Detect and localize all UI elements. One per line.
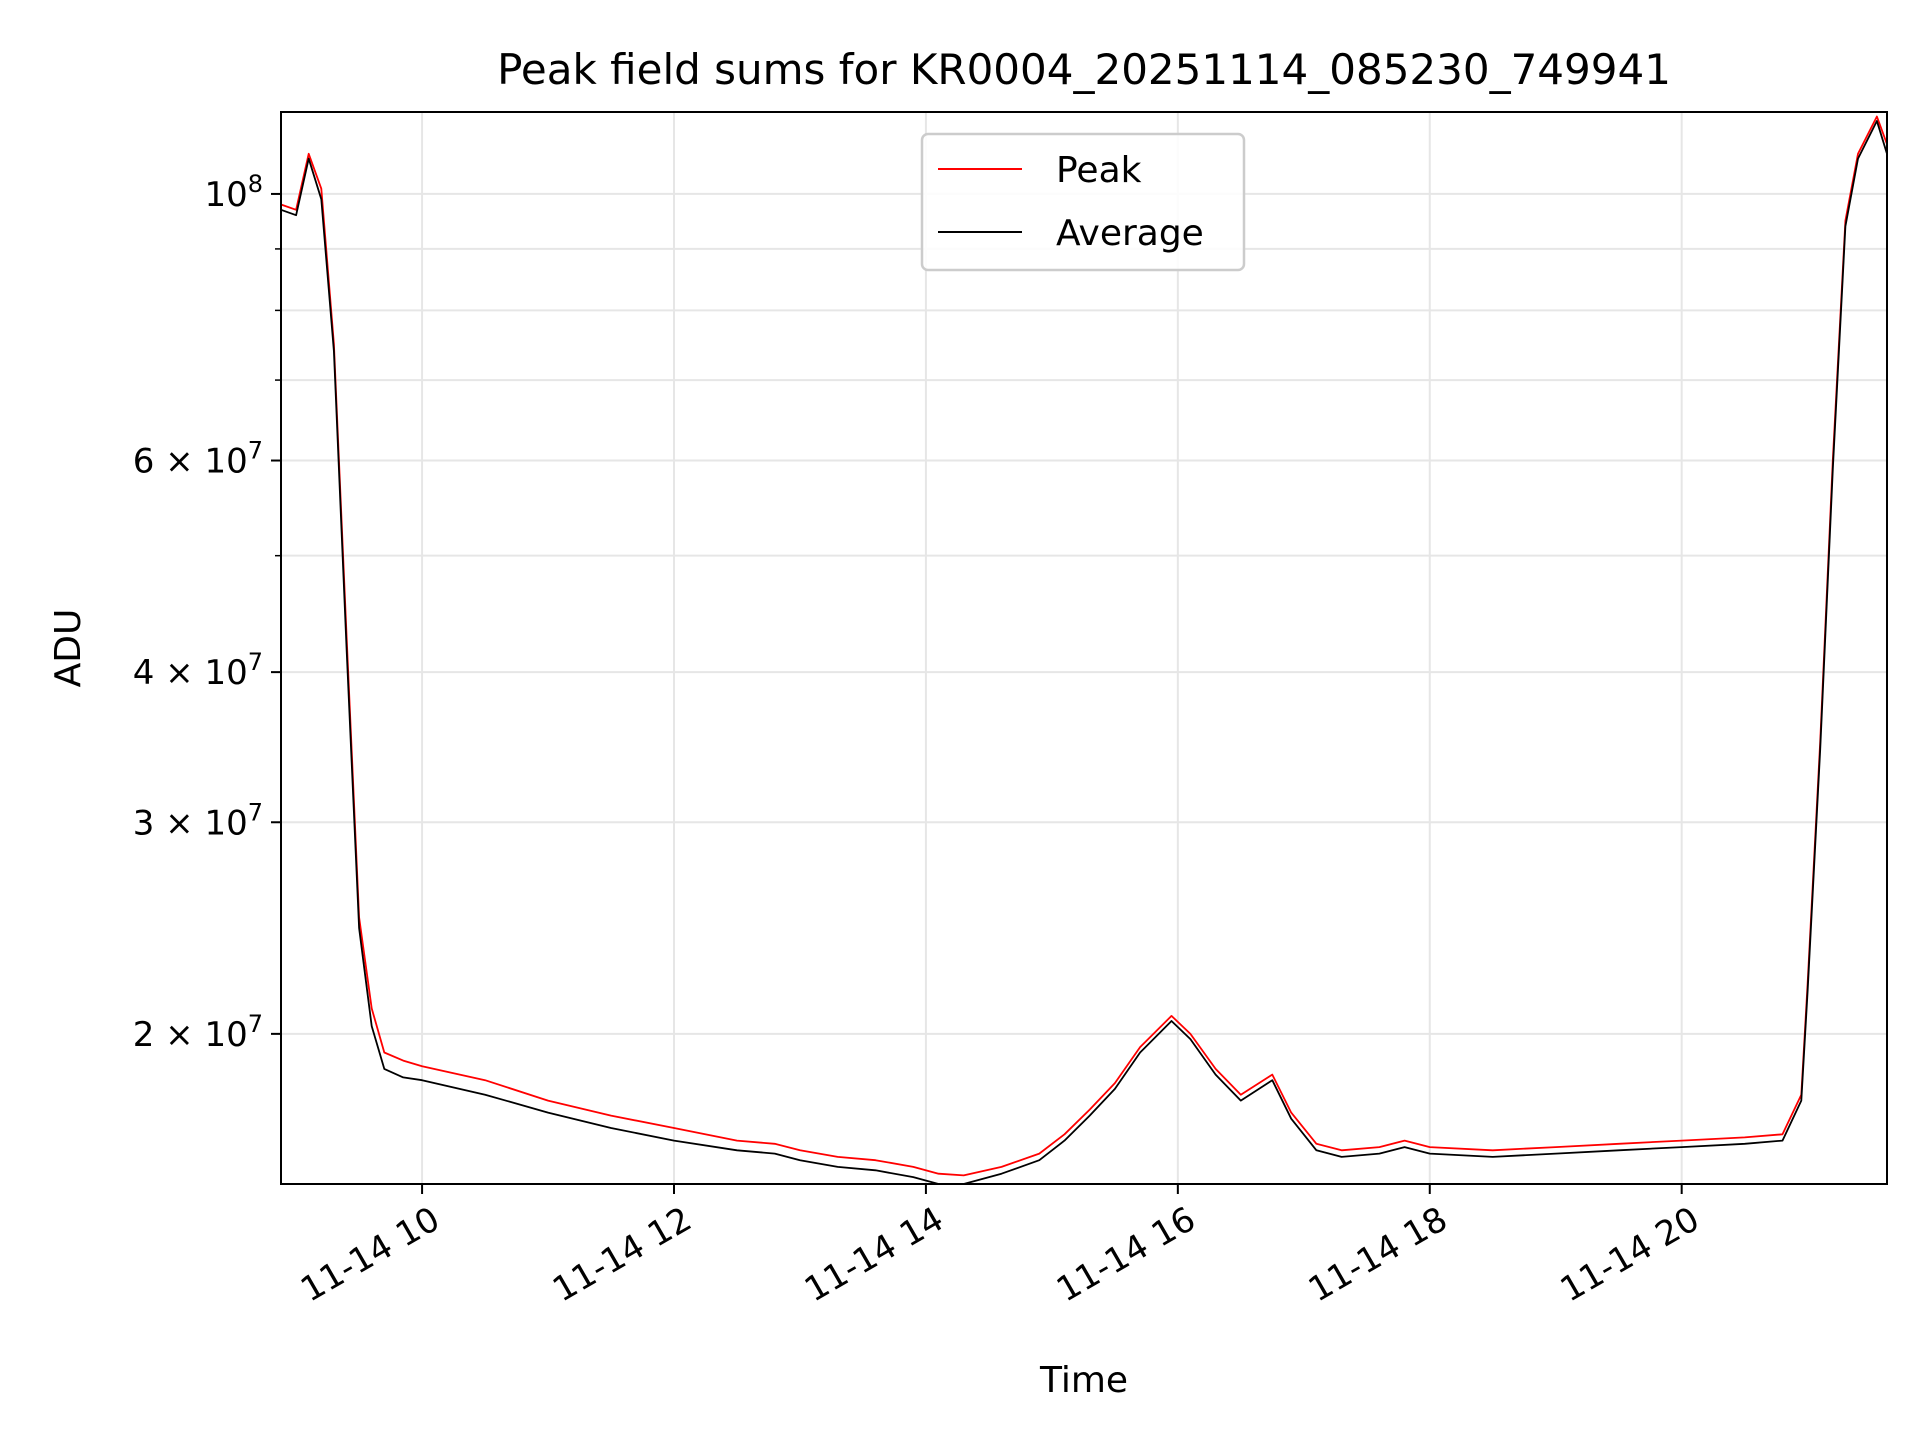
plot-area bbox=[281, 115, 1887, 1184]
chart-title: Peak field sums for KR0004_20251114_0852… bbox=[497, 45, 1671, 94]
y-axis-label: ADU bbox=[48, 609, 89, 688]
y-tick-label: 108 bbox=[204, 170, 263, 215]
x-axis-label: Time bbox=[1039, 1360, 1128, 1401]
legend: Peak Average bbox=[920, 132, 1246, 272]
y-tick-label: 2 × 107 bbox=[133, 1010, 263, 1055]
series-line-average bbox=[281, 120, 1887, 1184]
y-tick-label: 4 × 107 bbox=[133, 648, 263, 693]
legend-label-average: Average bbox=[1056, 213, 1204, 254]
legend-label-peak: Peak bbox=[1056, 150, 1142, 191]
axes-frame bbox=[280, 111, 1888, 1185]
y-tick-label: 3 × 107 bbox=[133, 798, 263, 843]
series-line-peak bbox=[281, 115, 1887, 1177]
y-tick-label: 6 × 107 bbox=[133, 437, 263, 482]
